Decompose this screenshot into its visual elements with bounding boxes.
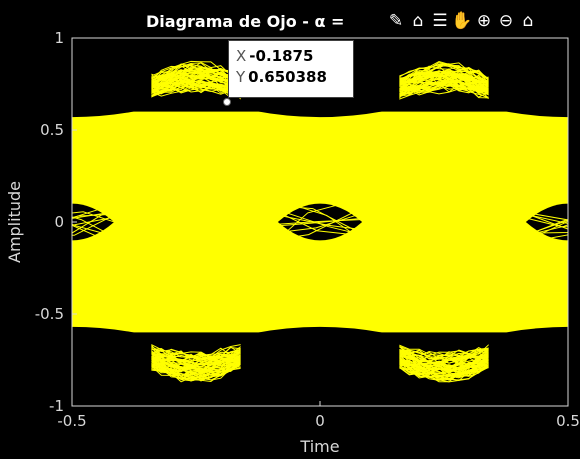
datatip-x-row: X -0.1875 xyxy=(236,46,353,67)
crossing-gap xyxy=(525,203,568,241)
crossing-trace xyxy=(267,204,373,240)
outer-gap xyxy=(72,326,152,406)
outer-gap xyxy=(488,326,568,406)
crossing-trace xyxy=(72,223,125,240)
y-axis-label: Amplitude xyxy=(5,181,24,263)
datatip-y-key: Y xyxy=(236,68,246,86)
crossing-trace xyxy=(267,206,373,238)
crossing-trace xyxy=(267,216,373,228)
axes-toolbar: ✎ ⌂ ☰ ✋ ⊕ ⊖ ⌂ xyxy=(386,10,538,34)
crossing-trace xyxy=(72,211,125,226)
crossing-trace xyxy=(267,206,373,238)
datatip[interactable]: X -0.1875 Y 0.650388 xyxy=(228,40,354,98)
outer-gap xyxy=(240,326,400,406)
crossing-trace xyxy=(72,213,125,219)
crossing-trace xyxy=(515,209,568,230)
crossing-trace xyxy=(72,224,125,249)
axes: -0.5 0 0.510.50-0.5-1 xyxy=(35,29,580,430)
crossing-trace xyxy=(72,216,125,243)
outer-gap xyxy=(488,38,568,118)
crossing-trace xyxy=(515,234,568,245)
y-tick-label: 1 xyxy=(54,29,64,47)
crossing-trace xyxy=(515,210,568,221)
datatip-marker[interactable] xyxy=(223,98,231,107)
zoom-in-icon[interactable]: ⊕ xyxy=(476,11,492,31)
crossing-trace xyxy=(267,209,373,235)
crossing-trace xyxy=(515,219,568,240)
crossing-trace xyxy=(267,218,373,226)
datatip-x-value: -0.1875 xyxy=(249,47,314,65)
crossing-trace xyxy=(72,200,125,234)
outer-gap xyxy=(72,38,152,118)
datatip-y-row: Y 0.650388 xyxy=(236,67,353,88)
eye-traces xyxy=(72,38,568,406)
pan-hand-icon[interactable]: ✋ xyxy=(451,11,473,31)
x-tick-label: 0 xyxy=(315,412,325,430)
crossing-trace xyxy=(72,200,125,219)
chart-title: Diagrama de Ojo - α = xyxy=(146,12,344,31)
x-axis-label: Time xyxy=(299,437,339,456)
home-icon[interactable]: ⌂ xyxy=(522,11,534,31)
legend-icon[interactable]: ☰ xyxy=(432,11,448,31)
datatip-x-key: X xyxy=(236,47,247,65)
y-tick-label: 0.5 xyxy=(40,121,64,139)
crossing-trace xyxy=(515,224,568,239)
datatip-y-value: 0.650388 xyxy=(248,68,327,86)
zoom-out-icon[interactable]: ⊖ xyxy=(498,11,514,31)
crossing-trace xyxy=(267,195,373,249)
x-tick-label: 0.5 xyxy=(556,412,580,430)
y-tick-label: -1 xyxy=(49,397,64,415)
crossing-trace xyxy=(515,220,568,247)
x-tick-label: -0.5 xyxy=(57,412,86,430)
y-tick-label: -0.5 xyxy=(35,305,64,323)
y-tick-label: 0 xyxy=(54,213,64,231)
crossing-trace xyxy=(267,202,373,242)
brush-icon[interactable]: ✎ xyxy=(388,11,404,31)
data-tips-icon[interactable]: ⌂ xyxy=(412,11,424,31)
crossing-trace xyxy=(72,214,125,226)
crossing-trace xyxy=(72,209,125,220)
